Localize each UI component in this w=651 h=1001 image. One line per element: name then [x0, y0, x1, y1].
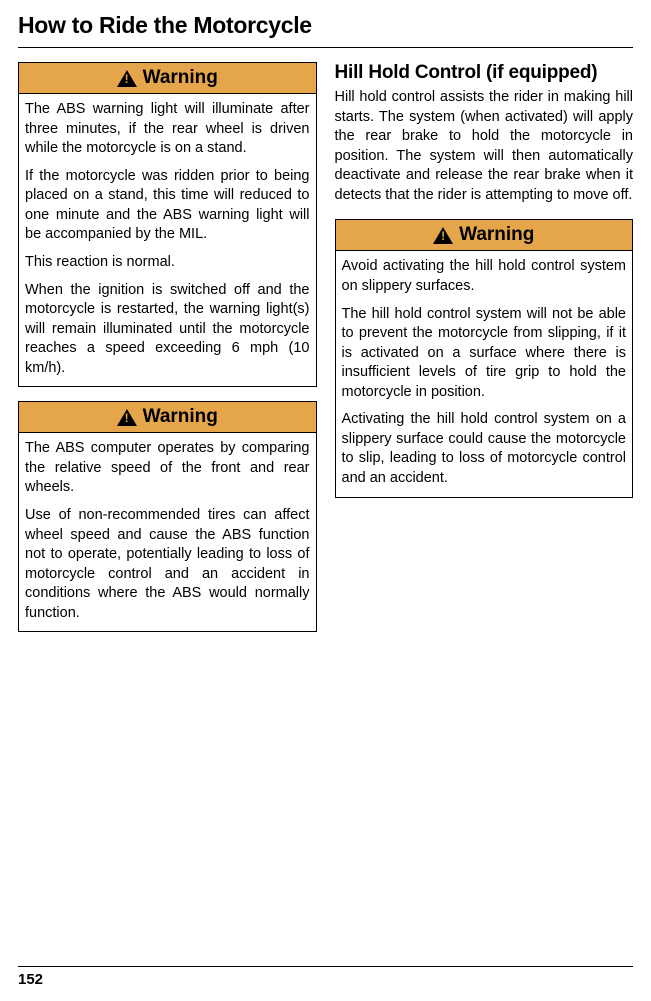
- content-columns: Warning The ABS warning light will illum…: [18, 62, 633, 646]
- warning-paragraph: Avoid activating the hill hold control s…: [342, 257, 627, 296]
- warning-paragraph: The hill hold control system will not be…: [342, 305, 627, 403]
- warning-paragraph: The ABS computer operates by comparing t…: [25, 439, 310, 498]
- warning-paragraph: When the ignition is switched off and th…: [25, 281, 310, 379]
- warning-body: The ABS computer operates by comparing t…: [19, 433, 316, 631]
- warning-box-abs-tires: Warning The ABS computer operates by com…: [18, 401, 317, 632]
- warning-triangle-icon: [433, 227, 453, 244]
- page-title: How to Ride the Motorcycle: [18, 12, 633, 48]
- warning-paragraph: This reaction is normal.: [25, 253, 310, 273]
- warning-header: Warning: [19, 402, 316, 433]
- warning-triangle-icon: [117, 409, 137, 426]
- page-footer: 152: [18, 966, 633, 989]
- section-heading-hill-hold: Hill Hold Control (if equipped): [335, 62, 634, 84]
- warning-label: Warning: [143, 67, 218, 89]
- warning-paragraph: Use of non-recommended tires can affect …: [25, 506, 310, 623]
- warning-triangle-icon: [117, 70, 137, 87]
- warning-label: Warning: [459, 224, 534, 246]
- warning-paragraph: The ABS warning light will illuminate af…: [25, 100, 310, 159]
- warning-header: Warning: [336, 220, 633, 251]
- warning-header: Warning: [19, 63, 316, 94]
- warning-label: Warning: [143, 406, 218, 428]
- warning-paragraph: If the motorcycle was ridden prior to be…: [25, 167, 310, 245]
- left-column: Warning The ABS warning light will illum…: [18, 62, 317, 646]
- warning-body: Avoid activating the hill hold control s…: [336, 251, 633, 496]
- section-body: Hill hold control assists the rider in m…: [335, 88, 634, 205]
- warning-body: The ABS warning light will illuminate af…: [19, 94, 316, 386]
- right-column: Hill Hold Control (if equipped) Hill hol…: [335, 62, 634, 646]
- warning-paragraph: Activating the hill hold control system …: [342, 410, 627, 488]
- page-number: 152: [18, 971, 43, 988]
- warning-box-abs-light: Warning The ABS warning light will illum…: [18, 62, 317, 387]
- warning-box-hill-hold: Warning Avoid activating the hill hold c…: [335, 219, 634, 497]
